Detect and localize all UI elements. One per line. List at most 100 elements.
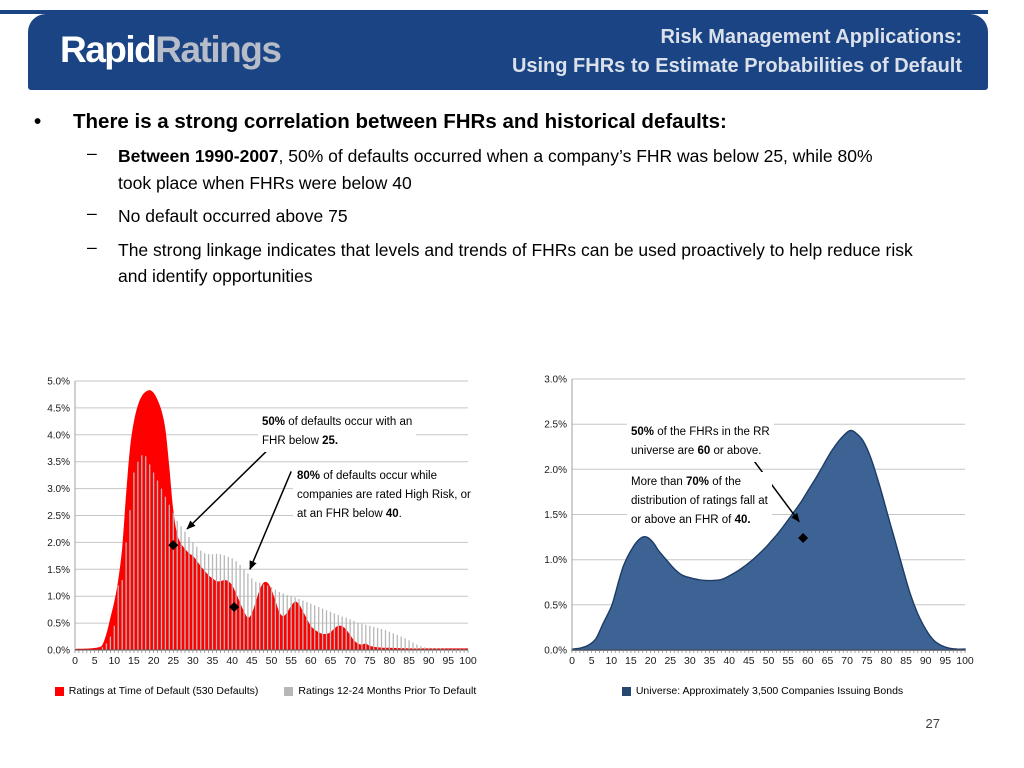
slide-title-line1: Risk Management Applications: [660, 26, 962, 48]
y-tick-label: 2.0% [47, 538, 70, 549]
sub1-bold-text: Between 1990-2007 [118, 146, 279, 166]
sub1-rest-text: , 50% of defaults occurred when a compan… [118, 146, 873, 193]
x-tick-label: 65 [822, 655, 834, 667]
x-tick-label: 20 [645, 655, 657, 667]
x-tick-label: 45 [246, 655, 258, 667]
x-tick-label: 80 [384, 655, 396, 667]
x-tick-label: 0 [72, 655, 78, 667]
y-tick-label: 1.5% [544, 510, 567, 521]
x-tick-label: 20 [148, 655, 160, 667]
bullet-item-sub3: – The strong linkage indicates that leve… [30, 237, 980, 290]
legend-label: Universe: Approximately 3,500 Companies … [635, 685, 904, 697]
chart-universe-distribution: 0.0% 0.5% 1.0% 1.5% 2.0% 2.5% 3.0% 0 5 10 15 20 25 30… [535, 368, 990, 698]
bullet-list: • There is a strong correlation between … [30, 108, 980, 290]
y-tick-label: 4.0% [47, 430, 70, 441]
bullet-main-text: There is a strong correlation between FH… [73, 110, 727, 133]
y-tick-label: 1.0% [47, 592, 70, 603]
bullet-item-main: • There is a strong correlation between … [30, 108, 980, 136]
x-tick-label: 25 [167, 655, 179, 667]
y-tick-label: 0.0% [47, 646, 70, 657]
y-tick-label: 0.0% [544, 646, 567, 657]
y-tick-label: 3.0% [544, 375, 567, 386]
x-tick-label: 100 [956, 655, 974, 667]
rapidratings-logo: RapidRatings [60, 29, 282, 71]
x-tick-label: 55 [285, 655, 297, 667]
sub1-text: Between 1990-2007, 50% of defaults occur… [118, 143, 883, 196]
sub3-text: The strong linkage indicates that levels… [118, 239, 913, 287]
y-tick-label: 0.5% [544, 600, 567, 611]
logo-text-ratings: Ratings [155, 29, 282, 70]
diamond-marker [168, 540, 179, 551]
header-bar: RapidRatings Risk Management Application… [28, 14, 988, 90]
chart-defaults-by-fhr: 0.0% 0.5% 1.0% 1.5% 2.0% 2.5% 3.0% 3.5% 4.0% 4.5%… [38, 368, 493, 698]
y-tick-label: 1.0% [544, 555, 567, 566]
x-tick-label: 35 [704, 655, 716, 667]
y-tick-label: 2.0% [544, 465, 567, 476]
slide-title-line2: Using FHRs to Estimate Probabilities of … [511, 55, 962, 77]
y-tick-label: 2.5% [47, 511, 70, 522]
x-tick-label: 95 [442, 655, 454, 667]
x-tick-label: 5 [589, 655, 595, 667]
y-tick-label: 5.0% [47, 377, 70, 388]
chart-annotation: 50% of the FHRs in the RR universe are 60… [627, 422, 774, 462]
x-tick-label: 0 [569, 655, 575, 667]
diamond-marker [229, 601, 240, 612]
x-tick-label: 15 [128, 655, 140, 667]
x-tick-label: 85 [403, 655, 415, 667]
y-tick-label: 2.5% [544, 420, 567, 431]
universe-chart-plot-area: 0.0% 0.5% 1.0% 1.5% 2.0% 2.5% 3.0% 0 5 10 15 20 25 30… [535, 368, 990, 680]
dash-glyph: – [87, 203, 97, 223]
x-tick-label: 95 [939, 655, 951, 667]
x-tick-label: 40 [226, 655, 238, 667]
chart-annotation: 80% of defaults occur while companies are… [293, 466, 475, 525]
x-tick-label: 90 [423, 655, 435, 667]
x-tick-label: 80 [881, 655, 893, 667]
x-tick-label: 60 [802, 655, 814, 667]
x-tick-label: 45 [743, 655, 755, 667]
x-tick-label: 30 [187, 655, 199, 667]
x-tick-label: 30 [684, 655, 696, 667]
x-tick-label: 40 [723, 655, 735, 667]
x-tick-label: 70 [841, 655, 853, 667]
logo-text-rapid: Rapid [60, 29, 157, 70]
y-tick-label: 4.5% [47, 403, 70, 414]
legend-item: Universe: Approximately 3,500 Companies … [621, 685, 904, 697]
legend-label: Ratings at Time of Default (530 Defaults… [68, 685, 259, 697]
y-tick-label: 0.5% [47, 619, 70, 630]
x-tick-label: 90 [920, 655, 932, 667]
dash-glyph: – [87, 236, 97, 257]
x-tick-label: 50 [266, 655, 278, 667]
x-tick-label: 50 [763, 655, 775, 667]
bullet-glyph: • [34, 110, 42, 133]
chart-annotation: More than 70% of the distribution of rati… [627, 472, 772, 531]
sub2-text: No default occurred above 75 [118, 206, 348, 226]
x-tick-label: 10 [605, 655, 617, 667]
x-tick-label: 60 [305, 655, 317, 667]
y-tick-label: 1.5% [47, 565, 70, 576]
x-tick-label: 55 [782, 655, 794, 667]
legend-item: Ratings at Time of Default (530 Defaults… [54, 685, 259, 697]
x-tick-label: 75 [861, 655, 873, 667]
page-number: 27 [925, 716, 940, 731]
legend-swatch-icon [284, 686, 294, 696]
x-tick-label: 70 [344, 655, 356, 667]
legend-swatch-icon [54, 686, 64, 696]
defaults-chart-legend: Ratings at Time of Default (530 Defaults… [38, 685, 493, 697]
legend-label: Ratings 12-24 Months Prior To Default [298, 685, 477, 697]
annotation-arrow [249, 471, 292, 570]
y-tick-label: 3.5% [47, 457, 70, 468]
chart-annotation: 50% of defaults occur with an FHR below 2… [258, 412, 417, 452]
dash-glyph: – [87, 143, 97, 163]
defaults-chart-plot-area: 0.0% 0.5% 1.0% 1.5% 2.0% 2.5% 3.0% 3.5% 4.0% 4.5%… [38, 368, 493, 680]
diamond-marker [798, 532, 809, 543]
x-tick-label: 75 [364, 655, 376, 667]
x-tick-label: 35 [207, 655, 219, 667]
chart-svg: 0.0% 0.5% 1.0% 1.5% 2.0% 2.5% 3.0% 0 5 10 15 20 25 30… [544, 375, 974, 668]
x-tick-label: 5 [92, 655, 98, 667]
x-tick-label: 100 [459, 655, 477, 667]
legend-swatch-icon [621, 686, 631, 696]
x-tick-label: 15 [625, 655, 637, 667]
universe-chart-legend: Universe: Approximately 3,500 Companies … [535, 685, 990, 697]
legend-item: Ratings 12-24 Months Prior To Default [284, 685, 476, 697]
